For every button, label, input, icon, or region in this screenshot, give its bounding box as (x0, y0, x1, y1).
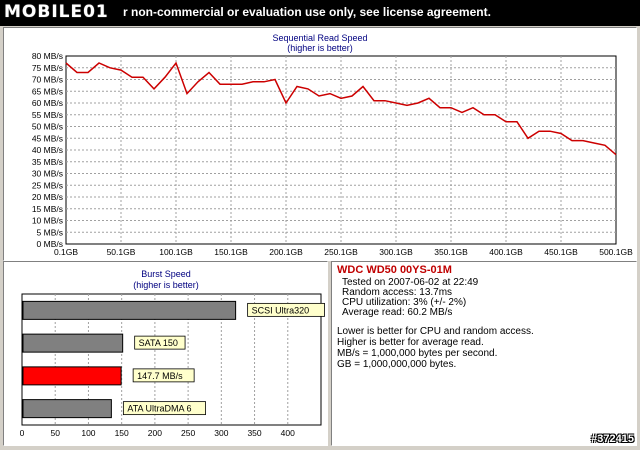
y-tick-label: 65 MB/s (32, 86, 63, 96)
y-tick-label: 40 MB/s (32, 145, 63, 155)
x-tick-label: 0.1GB (54, 247, 78, 257)
x-tick-label: 450.1GB (544, 247, 578, 257)
y-tick-label: 45 MB/s (32, 133, 63, 143)
burst-bar-label: ATA UltraDMA 6 (127, 404, 191, 414)
burst-speed-chart: Burst Speed (higher is better) SCSI Ultr… (20, 269, 325, 438)
tested-on: Tested on 2007-06-02 at 22:49 (342, 277, 479, 288)
cpu-utilization: CPU utilization: 3% (+/- 2%) (342, 297, 467, 308)
read-speed-line (65, 61, 617, 156)
burst-x-tick-label: 300 (214, 428, 228, 438)
burst-x-tick-label: 400 (281, 428, 295, 438)
note-gb-definition: GB = 1,000,000,000 bytes. (337, 359, 457, 370)
x-tick-label: 400.1GB (489, 247, 523, 257)
x-tick-label: 350.1GB (434, 247, 468, 257)
y-tick-label: 0 MB/s (37, 239, 63, 249)
x-tick-label: 500.1GB (599, 247, 633, 257)
y-tick-label: 20 MB/s (32, 192, 63, 202)
burst-bar-label: 147.7 MB/s (137, 371, 183, 381)
results-panel: WDC WD50 00YS-01M Tested on 2007-06-02 a… (331, 261, 637, 446)
x-tick-label: 50.1GB (107, 247, 136, 257)
burst-x-ticks: 0 50 100 150 200 250 300 350 400 (20, 428, 296, 438)
random-access: Random access: 13.7ms (342, 287, 453, 298)
y-axis-ticks: 0 MB/s 5 MB/s10 MB/s 15 MB/s 20 MB/s 25 MB/s… (32, 51, 63, 249)
burst-bars: SCSI Ultra320 SATA 150 147.7 MB/s ATA Ultra… (22, 300, 325, 419)
x-tick-label: 250.1GB (324, 247, 358, 257)
note-mbs-definition: MB/s = 1,000,000 bytes per second. (337, 348, 498, 359)
burst-speed-panel: Burst Speed (higher is better) SCSI Ultr… (3, 261, 328, 446)
sequential-read-panel: Sequential Read Speed (higher is better)… (3, 27, 637, 261)
burst-x-tick-label: 250 (181, 428, 195, 438)
watermark-id: #372415 (591, 433, 634, 445)
x-tick-label: 300.1GB (379, 247, 413, 257)
burst-label-box (122, 401, 206, 416)
mobile01-logo: MOBILE01 (4, 2, 109, 22)
y-tick-label: 50 MB/s (32, 122, 63, 132)
burst-x-tick-label: 350 (247, 428, 261, 438)
burst-label-box (132, 368, 195, 383)
grid-lines (66, 56, 616, 244)
y-tick-label: 30 MB/s (32, 169, 63, 179)
y-tick-label: 55 MB/s (32, 110, 63, 120)
y-tick-label: 35 MB/s (32, 157, 63, 167)
burst-bar (22, 333, 124, 353)
burst-x-tick-label: 50 (50, 428, 60, 438)
burst-bar-label: SATA 150 (139, 338, 178, 348)
y-tick-label: 10 MB/s (32, 216, 63, 226)
burst-title: Burst Speed (141, 269, 191, 279)
burst-bar (22, 300, 237, 320)
burst-bar (22, 399, 112, 419)
average-read: Average read: 60.2 MB/s (342, 307, 453, 318)
burst-subtitle: (higher is better) (133, 280, 199, 290)
burst-x-tick-label: 150 (115, 428, 129, 438)
chart-subtitle: (higher is better) (287, 43, 353, 53)
x-tick-label: 200.1GB (269, 247, 303, 257)
x-tick-label: 150.1GB (214, 247, 248, 257)
drive-name: WDC WD50 00YS-01M (337, 264, 452, 276)
y-tick-label: 70 MB/s (32, 75, 63, 85)
sequential-read-chart: Sequential Read Speed (higher is better)… (32, 33, 633, 257)
license-notice: r non-commercial or evaluation use only,… (123, 5, 491, 19)
y-tick-label: 5 MB/s (37, 227, 63, 237)
y-tick-label: 25 MB/s (32, 180, 63, 190)
x-tick-label: 100.1GB (159, 247, 193, 257)
burst-x-tick-label: 0 (20, 428, 25, 438)
x-axis-ticks: 0.1GB 50.1GB 100.1GB 150.1GB 200.1GB 250.1GB 3… (54, 247, 633, 257)
y-tick-label: 75 MB/s (32, 63, 63, 73)
note-higher-better: Higher is better for average read. (337, 337, 484, 348)
y-tick-label: 60 MB/s (32, 98, 63, 108)
note-lower-better: Lower is better for CPU and random acces… (337, 326, 534, 337)
chart-title: Sequential Read Speed (272, 33, 367, 43)
y-tick-label: 80 MB/s (32, 51, 63, 61)
burst-label-box (134, 335, 186, 350)
y-tick-label: 15 MB/s (32, 204, 63, 214)
burst-label-box (247, 302, 325, 317)
burst-x-tick-label: 100 (81, 428, 95, 438)
title-bar: MOBILE01 r non-commercial or evaluation … (0, 0, 640, 26)
burst-bar-label: SCSI Ultra320 (252, 305, 310, 315)
burst-bar (22, 366, 122, 386)
burst-x-tick-label: 200 (148, 428, 162, 438)
